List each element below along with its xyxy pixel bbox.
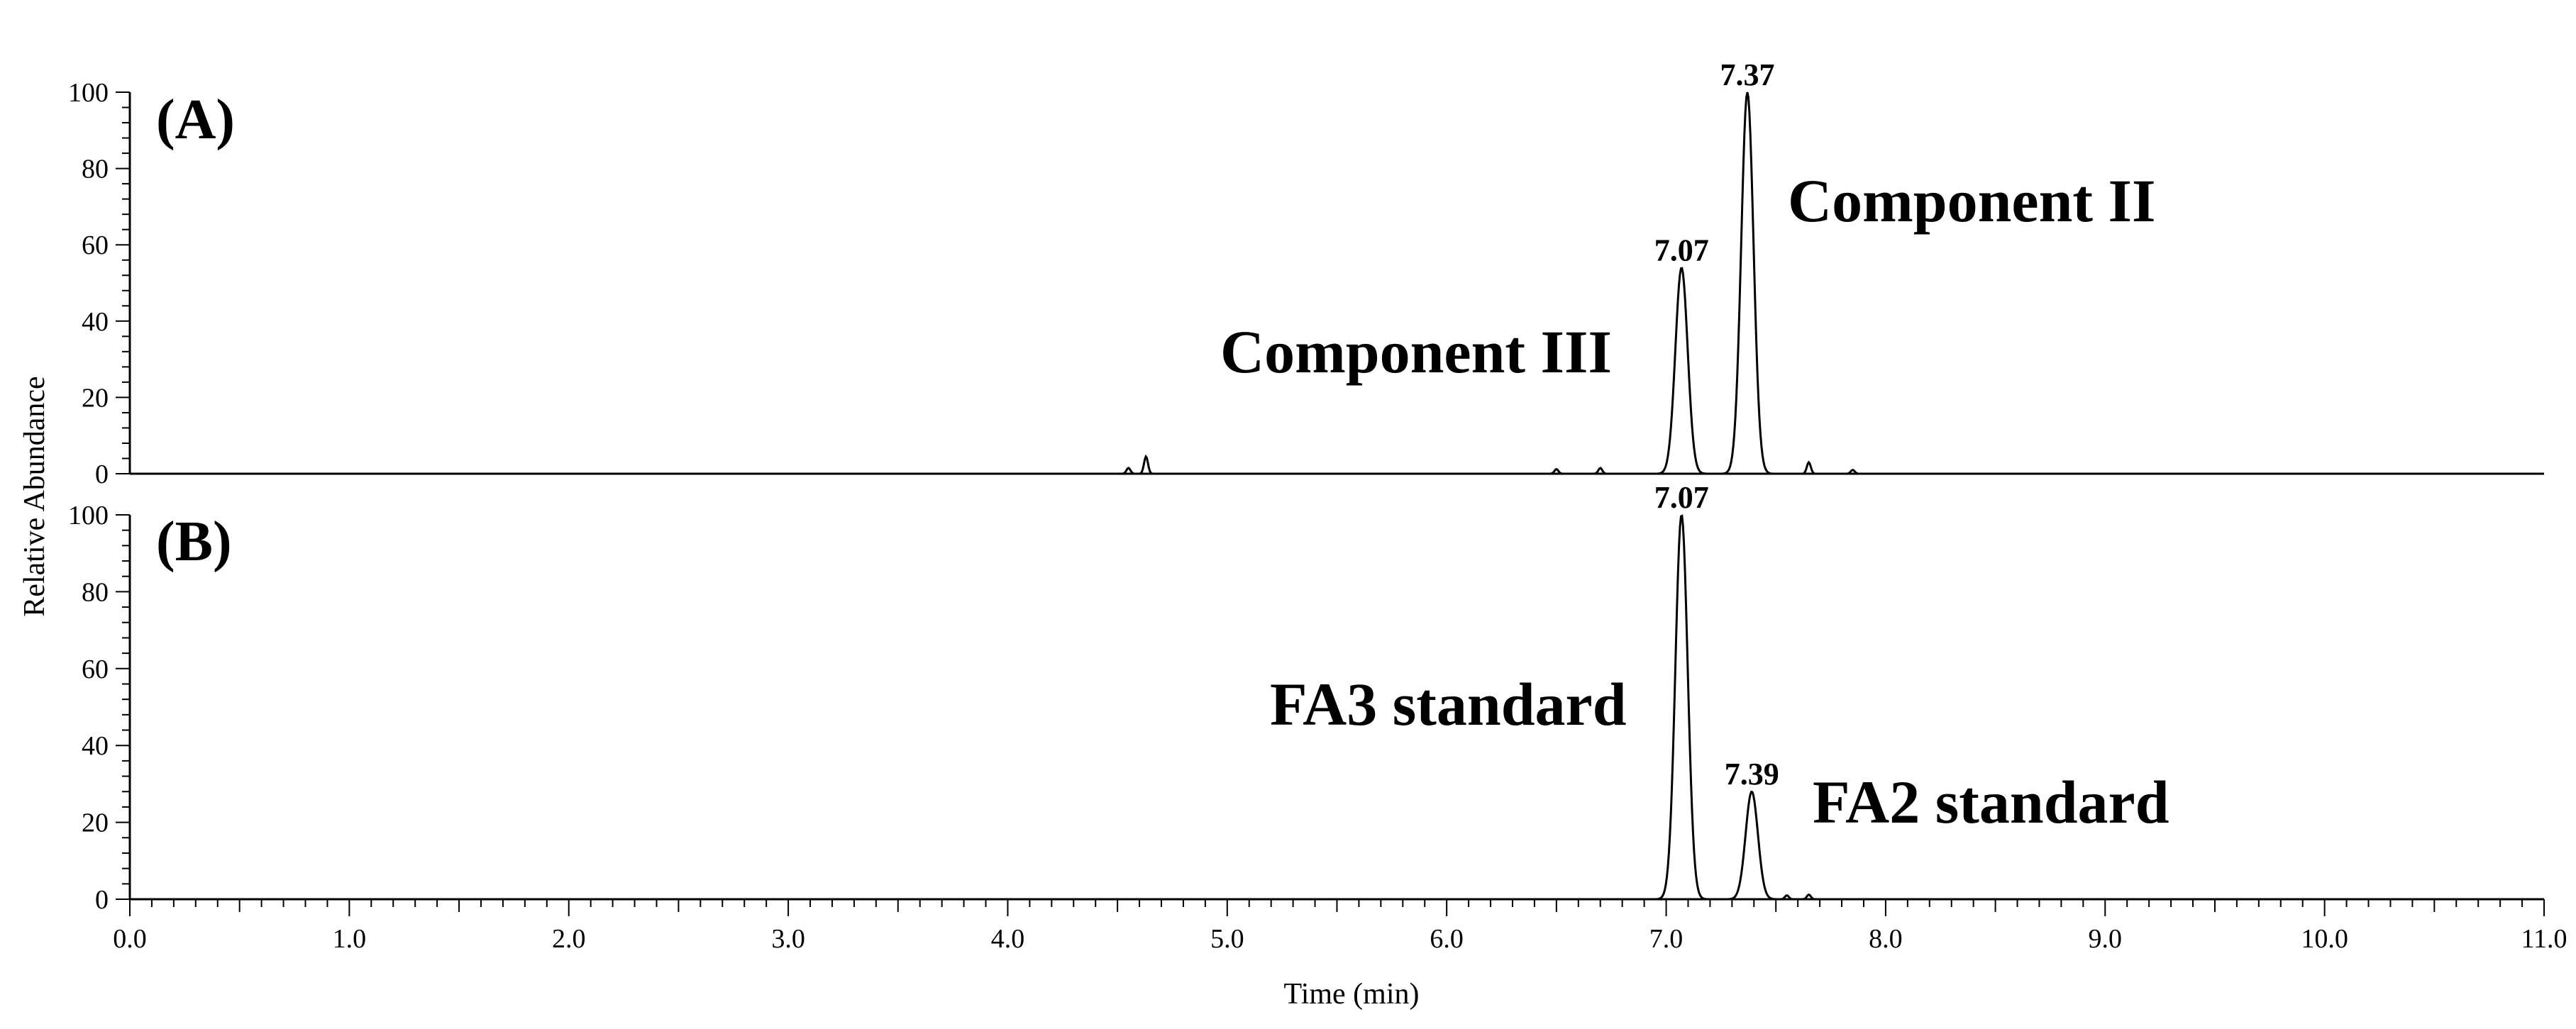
fa3-standard-annotation: FA3 standard bbox=[1270, 670, 1627, 738]
panel-b-y-tick-label: 40 bbox=[82, 731, 109, 761]
x-tick-label: 5.0 bbox=[1210, 924, 1244, 954]
panel-a-y-ticks: 0 20 40 60 80 100 bbox=[68, 78, 130, 489]
panel-a-y-tick-label: 0 bbox=[95, 460, 109, 489]
panel-b-y-tick-label: 80 bbox=[82, 577, 109, 607]
x-tick-label: 3.0 bbox=[771, 924, 805, 954]
panel-a-y-tick-label: 100 bbox=[68, 78, 109, 108]
panel-a-y-tick-label: 60 bbox=[82, 230, 109, 260]
panel-a-y-tick-label: 40 bbox=[82, 307, 109, 337]
panel-b-peak-label: 7.39 bbox=[1725, 757, 1779, 791]
panel-b-peak-labels: 7.07 7.39 bbox=[1654, 480, 1779, 791]
panel-b-label: (B) bbox=[156, 511, 232, 573]
panel-b-y-tick-label: 0 bbox=[95, 885, 109, 915]
panel-b-y-tick-label: 20 bbox=[82, 808, 109, 838]
panel-a-y-tick-label: 20 bbox=[82, 383, 109, 413]
x-tick-label: 6.0 bbox=[1430, 924, 1464, 954]
panel-b-peak-label: 7.07 bbox=[1654, 480, 1709, 515]
x-axis-ticks: 0.0 1.0 2.0 3.0 4.0 5.0 6.0 7.0 8.0 9.0 10.0 11.0 bbox=[113, 899, 2567, 954]
component-ii-annotation: Component II bbox=[1788, 167, 2155, 235]
x-tick-label: 2.0 bbox=[552, 924, 586, 954]
panel-b-y-tick-label: 100 bbox=[68, 501, 109, 530]
panel-a-trace bbox=[130, 91, 2544, 475]
panel-b-y-ticks: 0 20 40 60 80 100 bbox=[68, 501, 130, 915]
y-axis-title: Relative Abundance bbox=[18, 376, 51, 616]
x-tick-label: 9.0 bbox=[2089, 924, 2123, 954]
panel-b-y-tick-label: 60 bbox=[82, 655, 109, 684]
x-tick-label: 11.0 bbox=[2521, 924, 2567, 954]
x-tick-label: 7.0 bbox=[1649, 924, 1684, 954]
panel-a-peak-label: 7.37 bbox=[1720, 57, 1775, 92]
x-tick-label: 10.0 bbox=[2301, 924, 2348, 954]
panel-a-label: (A) bbox=[156, 89, 235, 151]
panel-b-chromatogram: 0 20 40 60 80 100 7.07 7.39 (B) FA3 standard F… bbox=[68, 480, 2544, 915]
x-tick-label: 8.0 bbox=[1869, 924, 1903, 954]
panel-a-y-tick-label: 80 bbox=[82, 155, 109, 184]
panel-a-peak-labels: 7.07 7.37 bbox=[1654, 57, 1775, 267]
x-axis-title: Time (min) bbox=[1284, 978, 1420, 1011]
x-tick-label: 0.0 bbox=[113, 924, 147, 954]
x-tick-label: 4.0 bbox=[991, 924, 1025, 954]
fa2-standard-annotation: FA2 standard bbox=[1813, 768, 2169, 836]
component-iii-annotation: Component III bbox=[1220, 318, 1612, 386]
x-tick-label: 1.0 bbox=[333, 924, 367, 954]
panel-a-peak-label: 7.07 bbox=[1654, 233, 1709, 267]
